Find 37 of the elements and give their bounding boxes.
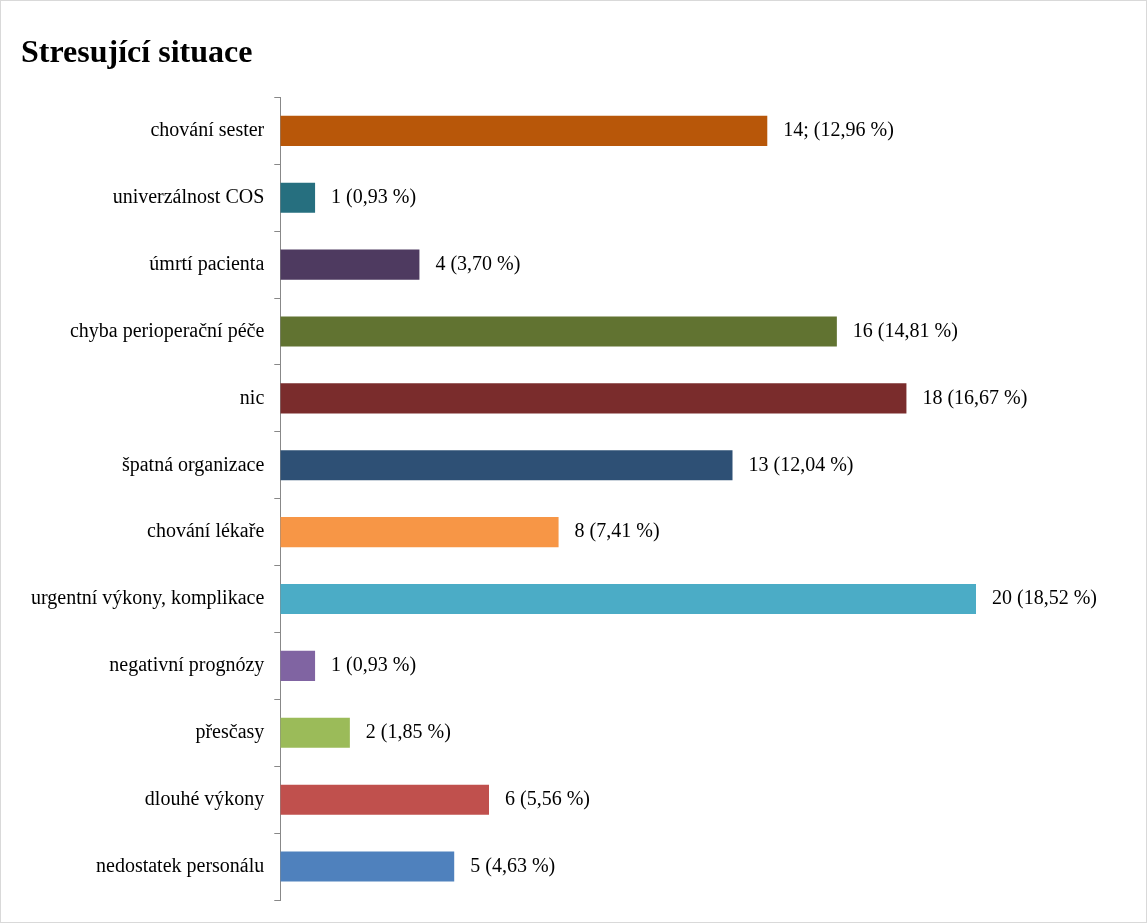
- bar: [280, 316, 837, 347]
- y-tick-label: nedostatek personálu: [96, 853, 265, 877]
- data-label: 8 (7,41 %): [574, 519, 660, 543]
- y-tick-label: špatná organizace: [121, 452, 265, 476]
- y-tick-label: univerzálnost COS: [112, 184, 265, 207]
- y-tick-label: chování lékaře: [147, 519, 265, 542]
- bar: [280, 450, 733, 481]
- y-tick-label: dlouhé výkony: [144, 786, 265, 810]
- bar: [280, 717, 350, 748]
- bar: [280, 249, 420, 280]
- data-label: 5 (4,63 %): [470, 853, 556, 877]
- bar: [280, 115, 768, 146]
- data-label: 16 (14,81 %): [852, 318, 958, 342]
- y-tick-label: urgentní výkony, komplikace: [30, 586, 265, 610]
- bar: [280, 650, 316, 681]
- data-label: 2 (1,85 %): [365, 720, 451, 744]
- y-tick-label: přesčasy: [195, 720, 265, 744]
- bar: [280, 851, 455, 882]
- data-label: 1 (0,93 %): [331, 184, 417, 208]
- bar: [280, 182, 316, 213]
- y-tick-label: nic: [239, 385, 265, 408]
- data-label: 14; (12,96 %): [783, 118, 894, 142]
- y-tick-label: chování sester: [150, 118, 265, 141]
- data-label: 20 (18,52 %): [992, 586, 1097, 610]
- bar: [280, 583, 976, 615]
- y-tick-label: negativní prognózy: [109, 653, 265, 677]
- y-tick-label: chyba perioperační péče: [69, 318, 265, 342]
- y-tick-label: úmrtí pacienta: [149, 251, 265, 275]
- bar: [280, 784, 489, 815]
- chart-title: Stresující situace: [21, 33, 253, 70]
- bar: [280, 383, 907, 414]
- data-label: 4 (3,70 %): [435, 251, 521, 275]
- data-label: 1 (0,93 %): [331, 653, 417, 677]
- data-label: 13 (12,04 %): [748, 452, 854, 476]
- bar: [280, 517, 559, 548]
- data-label: 18 (16,67 %): [922, 385, 1028, 409]
- data-label: 6 (5,56 %): [505, 786, 590, 810]
